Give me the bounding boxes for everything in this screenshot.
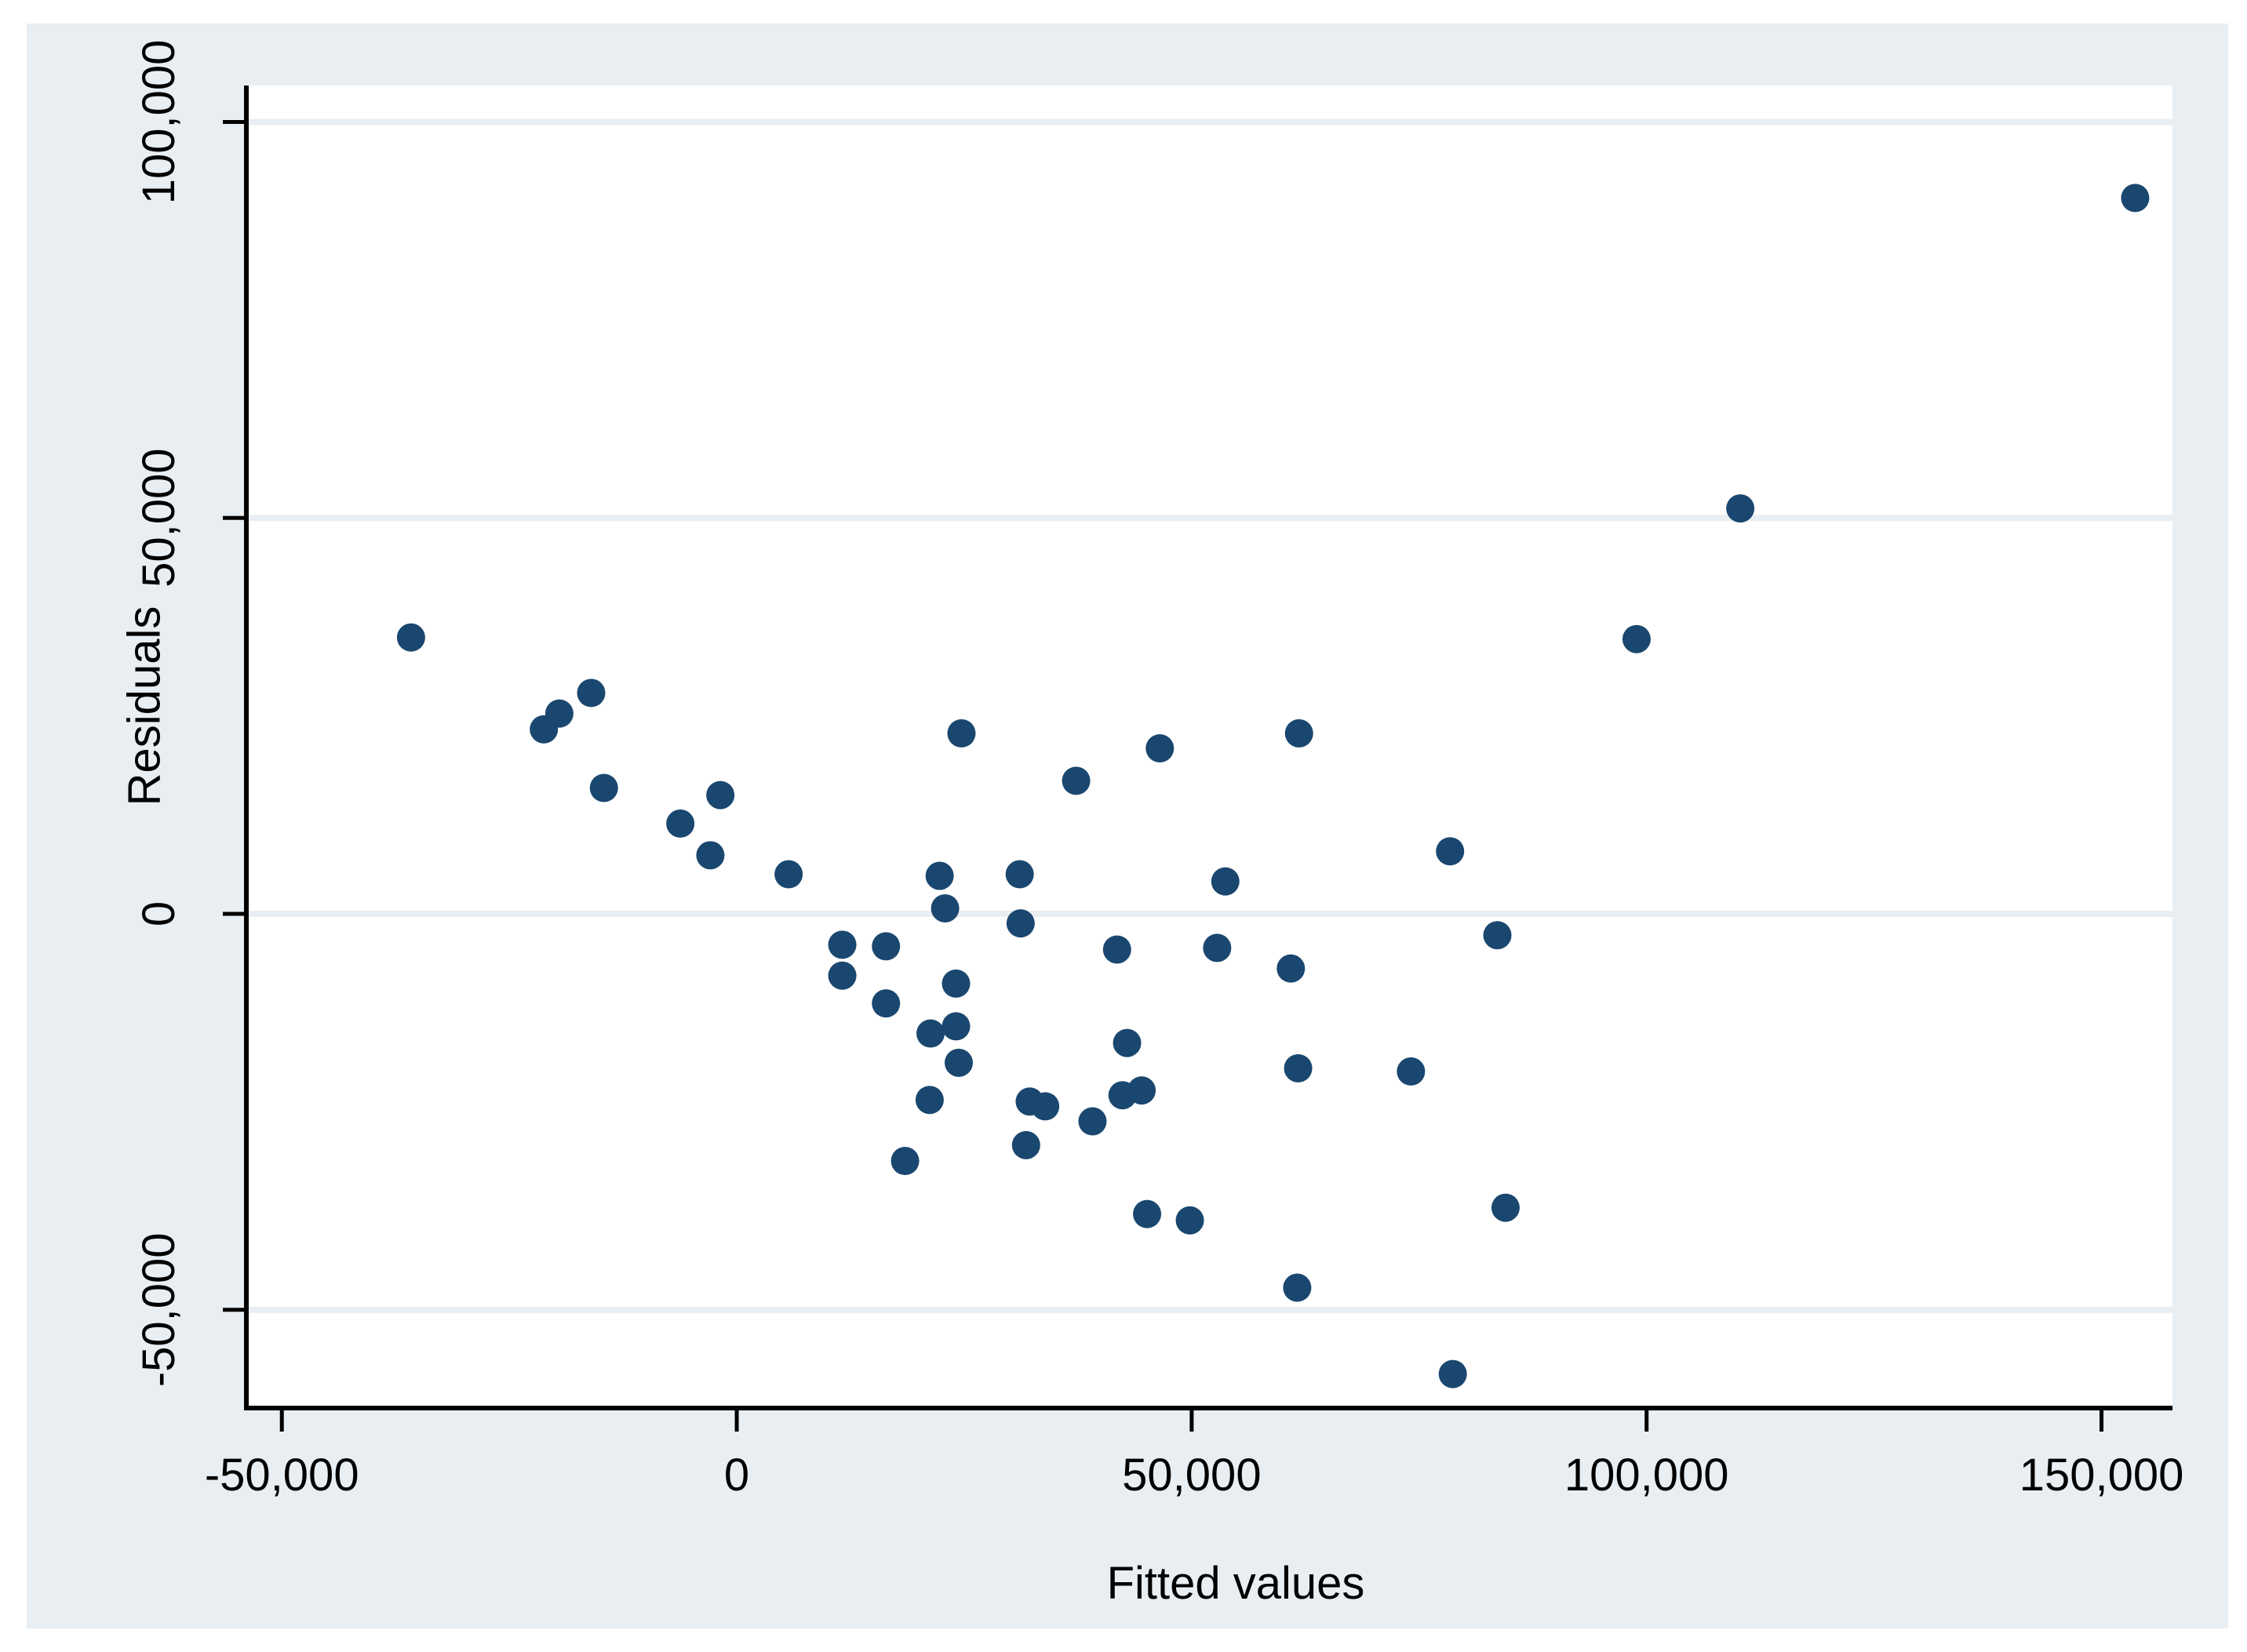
data-point (1203, 933, 1232, 962)
data-point (1622, 624, 1651, 653)
x-tick-label: -50,000 (205, 1450, 359, 1501)
data-point (941, 969, 971, 998)
x-tick-label: 100,000 (1564, 1450, 1729, 1501)
x-tick-label: 50,000 (1122, 1450, 1261, 1501)
data-point (396, 623, 425, 652)
data-point (1133, 1199, 1162, 1228)
data-point (1011, 1130, 1040, 1159)
data-point (890, 1147, 920, 1176)
graph-region: -50,000 0 50,000 100,000 -50,000 0 50,000 100,0… (27, 24, 2228, 1628)
data-point (1284, 1053, 1313, 1083)
data-point (1436, 837, 1465, 866)
data-point (1062, 766, 1091, 795)
data-point (1284, 719, 1313, 748)
data-point (947, 719, 976, 748)
x-axis-title: Fitted values (1106, 1558, 1365, 1609)
data-point (1078, 1107, 1107, 1136)
data-point (774, 860, 803, 889)
data-point (544, 699, 574, 728)
data-point (1283, 1273, 1312, 1302)
data-point (1491, 1193, 1520, 1222)
y-axis-title: Residuals (118, 606, 170, 806)
data-point (828, 961, 857, 990)
data-point (930, 893, 960, 922)
data-point (945, 1048, 974, 1077)
data-point (1438, 1359, 1467, 1388)
data-point (1005, 860, 1034, 889)
x-tick-label: 0 (724, 1450, 749, 1501)
data-point (941, 1012, 971, 1041)
data-point (696, 841, 725, 870)
plot-area (246, 86, 2172, 1408)
data-point (706, 781, 735, 810)
data-point (666, 809, 695, 838)
data-point (1031, 1092, 1060, 1121)
data-point (1102, 935, 1131, 964)
data-point (1276, 954, 1306, 983)
data-point (925, 861, 954, 890)
data-point (828, 930, 857, 959)
x-tick-label: 150,000 (2019, 1450, 2184, 1501)
data-point (1145, 734, 1174, 763)
data-point (589, 773, 618, 802)
data-point (1006, 909, 1035, 938)
data-point (915, 1086, 944, 1115)
data-point (872, 932, 901, 961)
data-point (1211, 867, 1240, 896)
data-point (1726, 494, 1755, 523)
data-point (1175, 1206, 1204, 1235)
scatter-chart: -50,000 0 50,000 100,000 -50,000 0 50,000 100,0… (133, 40, 2184, 1501)
data-point (872, 989, 901, 1018)
y-tick-label: 50,000 (133, 449, 184, 588)
y-tick-label: -50,000 (133, 1232, 184, 1387)
y-tick-label: 0 (133, 901, 184, 926)
data-point (1113, 1028, 1142, 1057)
data-point (1108, 1081, 1137, 1110)
data-point (1483, 921, 1512, 950)
data-point (916, 1019, 945, 1048)
y-tick-label: 100,000 (133, 40, 184, 205)
data-point (1397, 1057, 1426, 1086)
data-point (2121, 184, 2150, 213)
data-point (577, 679, 606, 708)
